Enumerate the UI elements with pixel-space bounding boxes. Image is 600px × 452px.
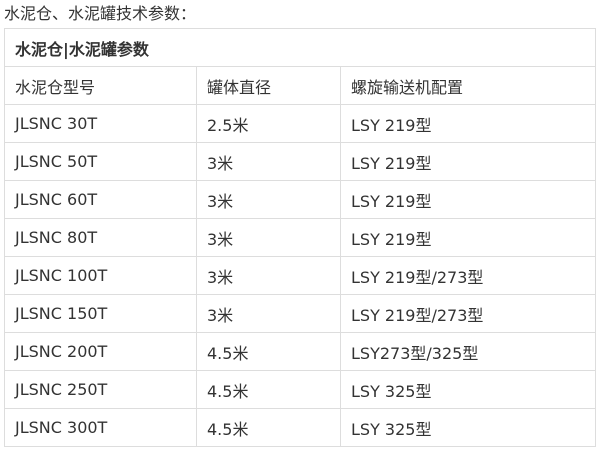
table-cell: JLSNC 50T xyxy=(4,142,197,181)
table-row: JLSNC 300T 4.5米 LSY 325型 xyxy=(4,408,596,447)
table-cell: 4.5米 xyxy=(196,370,341,409)
table-cell: JLSNC 300T xyxy=(4,408,197,447)
table-cell: JLSNC 100T xyxy=(4,256,197,295)
table-cell: LSY273型/325型 xyxy=(340,332,596,371)
table-row: JLSNC 30T 2.5米 LSY 219型 xyxy=(4,104,596,143)
table-cell: 3米 xyxy=(196,180,341,219)
table-cell: JLSNC 150T xyxy=(4,294,197,333)
header-cell: 水泥仓型号 xyxy=(4,66,197,105)
table-cell: JLSNC 250T xyxy=(4,370,197,409)
table-cell: LSY 325型 xyxy=(340,408,596,447)
table-cell: LSY 325型 xyxy=(340,370,596,409)
table-cell: JLSNC 80T xyxy=(4,218,197,257)
header-cell: 罐体直径 xyxy=(196,66,341,105)
table-cell: 4.5米 xyxy=(196,332,341,371)
table-cell: LSY 219型/273型 xyxy=(340,294,596,333)
table-cell: LSY 219型 xyxy=(340,142,596,181)
table-row: JLSNC 80T 3米 LSY 219型 xyxy=(4,218,596,257)
header-row: 水泥仓型号 罐体直径 螺旋输送机配置 xyxy=(4,66,596,105)
table-row: JLSNC 60T 3米 LSY 219型 xyxy=(4,180,596,219)
table-cell: JLSNC 60T xyxy=(4,180,197,219)
table-cell: LSY 219型 xyxy=(340,218,596,257)
header-cell: 螺旋输送机配置 xyxy=(340,66,596,105)
table-cell: LSY 219型 xyxy=(340,180,596,219)
table-cell: JLSNC 30T xyxy=(4,104,197,143)
table-cell: JLSNC 200T xyxy=(4,332,197,371)
table-row: JLSNC 250T 4.5米 LSY 325型 xyxy=(4,370,596,409)
table-row: JLSNC 50T 3米 LSY 219型 xyxy=(4,142,596,181)
table-row: JLSNC 200T 4.5米 LSY273型/325型 xyxy=(4,332,596,371)
table-cell: LSY 219型/273型 xyxy=(340,256,596,295)
section-title: 水泥仓、水泥罐技术参数： xyxy=(4,4,197,23)
table-cell: 4.5米 xyxy=(196,408,341,447)
table-cell: 3米 xyxy=(196,142,341,181)
table-cell: 3米 xyxy=(196,294,341,333)
table-cell: LSY 219型 xyxy=(340,104,596,143)
table-cell: 3米 xyxy=(196,218,341,257)
table-row: JLSNC 100T 3米 LSY 219型/273型 xyxy=(4,256,596,295)
params-table: 水泥仓|水泥罐参数 水泥仓型号 罐体直径 螺旋输送机配置 JLSNC 30T 2.… xyxy=(4,28,596,447)
table-cell: 3米 xyxy=(196,256,341,295)
caption-row: 水泥仓|水泥罐参数 xyxy=(4,28,596,67)
table-cell: 2.5米 xyxy=(196,104,341,143)
table-caption: 水泥仓|水泥罐参数 xyxy=(4,28,596,67)
table-row: JLSNC 150T 3米 LSY 219型/273型 xyxy=(4,294,596,333)
